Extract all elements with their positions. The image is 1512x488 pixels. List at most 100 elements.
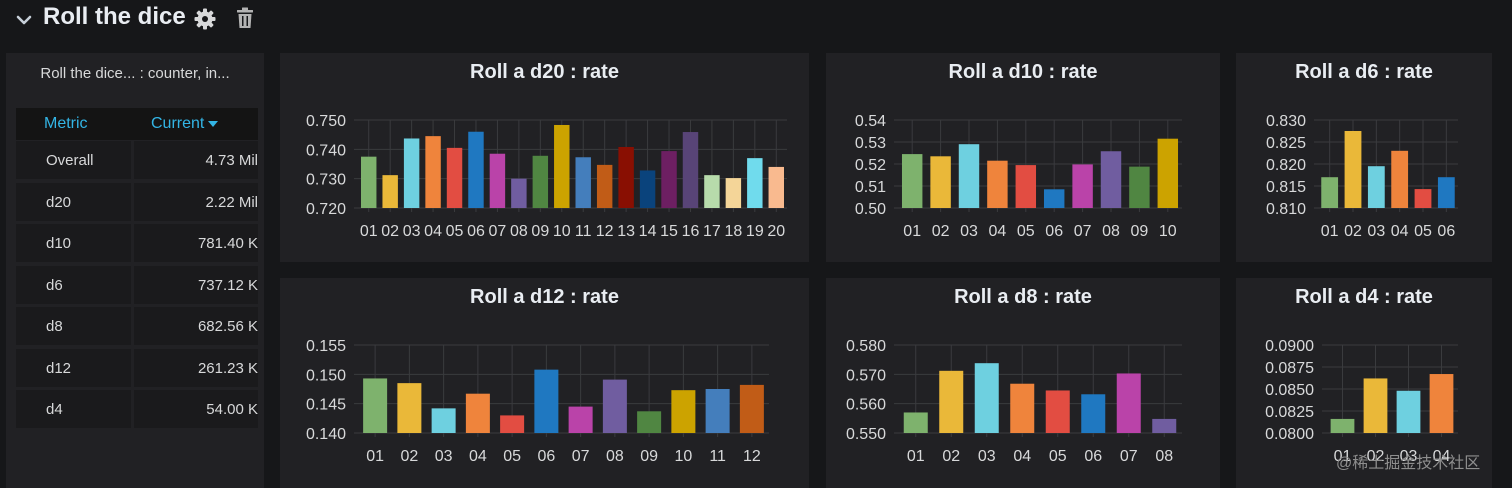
bar[interactable] bbox=[397, 383, 422, 433]
bar[interactable] bbox=[554, 124, 570, 208]
bar[interactable] bbox=[1043, 189, 1065, 208]
trash-icon[interactable] bbox=[235, 7, 255, 29]
x-tick-label: 01 bbox=[366, 448, 384, 465]
x-tick-label: 02 bbox=[381, 223, 399, 240]
bar[interactable] bbox=[1344, 131, 1362, 208]
bar[interactable] bbox=[568, 406, 593, 433]
metric-column-header[interactable]: Metric bbox=[44, 115, 88, 132]
row-title[interactable]: Roll the dice bbox=[43, 3, 186, 30]
bar[interactable] bbox=[468, 131, 484, 208]
bar[interactable] bbox=[1330, 418, 1355, 433]
bar[interactable] bbox=[637, 411, 662, 433]
chart-title[interactable]: Roll a d12 : rate bbox=[470, 286, 619, 308]
x-tick-label: 02 bbox=[1367, 448, 1385, 465]
bar[interactable] bbox=[768, 166, 784, 208]
chart-title[interactable]: Roll a d8 : rate bbox=[954, 286, 1092, 308]
x-tick-label: 02 bbox=[932, 223, 950, 240]
bar[interactable] bbox=[534, 369, 559, 433]
bar[interactable] bbox=[1100, 151, 1122, 208]
bar[interactable] bbox=[1116, 373, 1141, 433]
x-tick-label: 06 bbox=[1084, 448, 1102, 465]
bar[interactable] bbox=[958, 144, 980, 208]
bar[interactable] bbox=[363, 378, 388, 433]
chart-panel-d4: Roll a d4 : rate 0.0900 0.0875 0.0850 0.082… bbox=[1236, 278, 1492, 488]
bar[interactable] bbox=[639, 170, 656, 208]
bar[interactable] bbox=[446, 147, 463, 208]
bar[interactable] bbox=[1152, 418, 1177, 433]
bar[interactable] bbox=[1367, 166, 1385, 208]
bar[interactable] bbox=[704, 175, 720, 208]
bar[interactable] bbox=[1321, 177, 1339, 208]
bar[interactable] bbox=[671, 390, 696, 433]
bar[interactable] bbox=[532, 155, 549, 208]
bar[interactable] bbox=[1015, 165, 1037, 208]
x-tick-label: 03 bbox=[435, 448, 453, 465]
bar[interactable] bbox=[431, 408, 456, 433]
bar[interactable] bbox=[661, 151, 677, 208]
bar[interactable] bbox=[930, 156, 951, 208]
bar[interactable] bbox=[903, 412, 928, 433]
bar[interactable] bbox=[403, 138, 420, 208]
bar[interactable] bbox=[974, 363, 999, 433]
table-row: d12 261.23 K bbox=[16, 348, 258, 387]
bar[interactable] bbox=[575, 157, 591, 208]
bar[interactable] bbox=[747, 158, 763, 208]
chart-title[interactable]: Roll a d6 : rate bbox=[1295, 61, 1433, 83]
bar[interactable] bbox=[705, 389, 730, 433]
bar[interactable] bbox=[1414, 189, 1432, 208]
chart-title[interactable]: Roll a d4 : rate bbox=[1295, 286, 1433, 308]
bar[interactable] bbox=[1363, 378, 1388, 433]
bar[interactable] bbox=[1081, 394, 1106, 433]
bar[interactable] bbox=[1157, 138, 1179, 208]
chevron-down-icon[interactable] bbox=[14, 10, 34, 30]
x-tick-label: 10 bbox=[1159, 223, 1177, 240]
gear-icon[interactable] bbox=[193, 7, 217, 31]
bar[interactable] bbox=[1429, 374, 1454, 433]
bar[interactable] bbox=[987, 160, 1008, 208]
bar[interactable] bbox=[682, 132, 699, 208]
current-column-header[interactable]: Current bbox=[151, 115, 219, 133]
x-tick-label: 04 bbox=[1391, 223, 1409, 240]
chart-title[interactable]: Roll a d10 : rate bbox=[948, 61, 1098, 83]
bar[interactable] bbox=[425, 136, 441, 208]
bar[interactable] bbox=[1437, 177, 1455, 208]
bar[interactable] bbox=[1072, 164, 1093, 208]
y-tick-label: 0.53 bbox=[855, 135, 886, 152]
bar[interactable] bbox=[939, 370, 964, 433]
metric-cell: d12 bbox=[16, 348, 131, 387]
bar[interactable] bbox=[511, 178, 527, 208]
bar[interactable] bbox=[489, 153, 506, 208]
metric-name: d6 bbox=[46, 276, 63, 294]
bar[interactable] bbox=[1129, 166, 1150, 208]
bar[interactable] bbox=[1396, 390, 1421, 433]
bar[interactable] bbox=[1045, 390, 1070, 433]
bar[interactable] bbox=[739, 384, 764, 433]
bar[interactable] bbox=[602, 379, 627, 433]
bar[interactable] bbox=[596, 164, 613, 208]
bar[interactable] bbox=[725, 178, 742, 208]
bar[interactable] bbox=[361, 156, 377, 208]
y-tick-label: 0.50 bbox=[855, 201, 886, 218]
x-tick-label: 02 bbox=[400, 448, 418, 465]
x-tick-label: 11 bbox=[575, 223, 592, 240]
bar[interactable] bbox=[618, 146, 634, 208]
bar[interactable] bbox=[465, 393, 490, 433]
bar[interactable] bbox=[1010, 383, 1035, 433]
chart-title[interactable]: Roll a d20 : rate bbox=[470, 61, 619, 83]
bar[interactable] bbox=[500, 415, 525, 433]
y-tick-label: 0.54 bbox=[855, 113, 886, 130]
x-tick-label: 02 bbox=[942, 448, 960, 465]
bar[interactable] bbox=[901, 154, 923, 208]
metric-value: 261.23 K bbox=[197, 359, 258, 377]
metric-value: 737.12 K bbox=[197, 276, 258, 294]
y-tick-label: 0.580 bbox=[846, 338, 886, 355]
bar[interactable] bbox=[382, 175, 398, 208]
x-tick-label: 07 bbox=[489, 223, 507, 240]
table-panel-title[interactable]: Roll the dice... : counter, in... bbox=[40, 65, 230, 82]
current-cell: 4.73 Mil bbox=[134, 141, 258, 179]
y-tick-label: 0.740 bbox=[306, 142, 346, 159]
bar[interactable] bbox=[1391, 150, 1409, 208]
y-tick-label: 0.51 bbox=[855, 179, 886, 196]
x-tick-label: 10 bbox=[674, 448, 692, 465]
y-tick-label: 0.570 bbox=[846, 367, 886, 384]
